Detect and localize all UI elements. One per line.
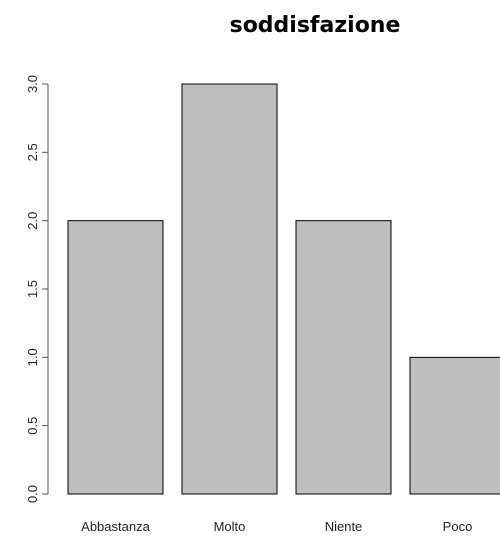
y-tick-label: 0.5 bbox=[25, 417, 40, 435]
y-tick-label: 0.0 bbox=[25, 485, 40, 503]
bar-niente bbox=[295, 220, 392, 495]
bar-molto bbox=[181, 83, 278, 495]
y-tick-label: 2.0 bbox=[25, 212, 40, 230]
y-tick-label: 1.5 bbox=[25, 280, 40, 298]
bar-abbastanza bbox=[67, 220, 164, 495]
bars bbox=[67, 83, 500, 495]
x-tick-label: Abbastanza bbox=[81, 519, 150, 534]
y-tick-label: 1.0 bbox=[25, 348, 40, 366]
y-axis-ticks: 0.0 0.5 1.0 1.5 2.0 2.5 3.0 bbox=[25, 75, 48, 503]
chart-title: soddisfazione bbox=[230, 13, 401, 38]
x-axis-labels: Abbastanza Molto Niente Poco bbox=[81, 519, 472, 534]
y-tick-label: 2.5 bbox=[25, 143, 40, 161]
x-tick-label: Poco bbox=[443, 519, 473, 534]
bar-poco bbox=[409, 356, 500, 495]
y-tick-label: 3.0 bbox=[25, 75, 40, 93]
x-tick-label: Molto bbox=[214, 519, 246, 534]
x-tick-label: Niente bbox=[325, 519, 363, 534]
